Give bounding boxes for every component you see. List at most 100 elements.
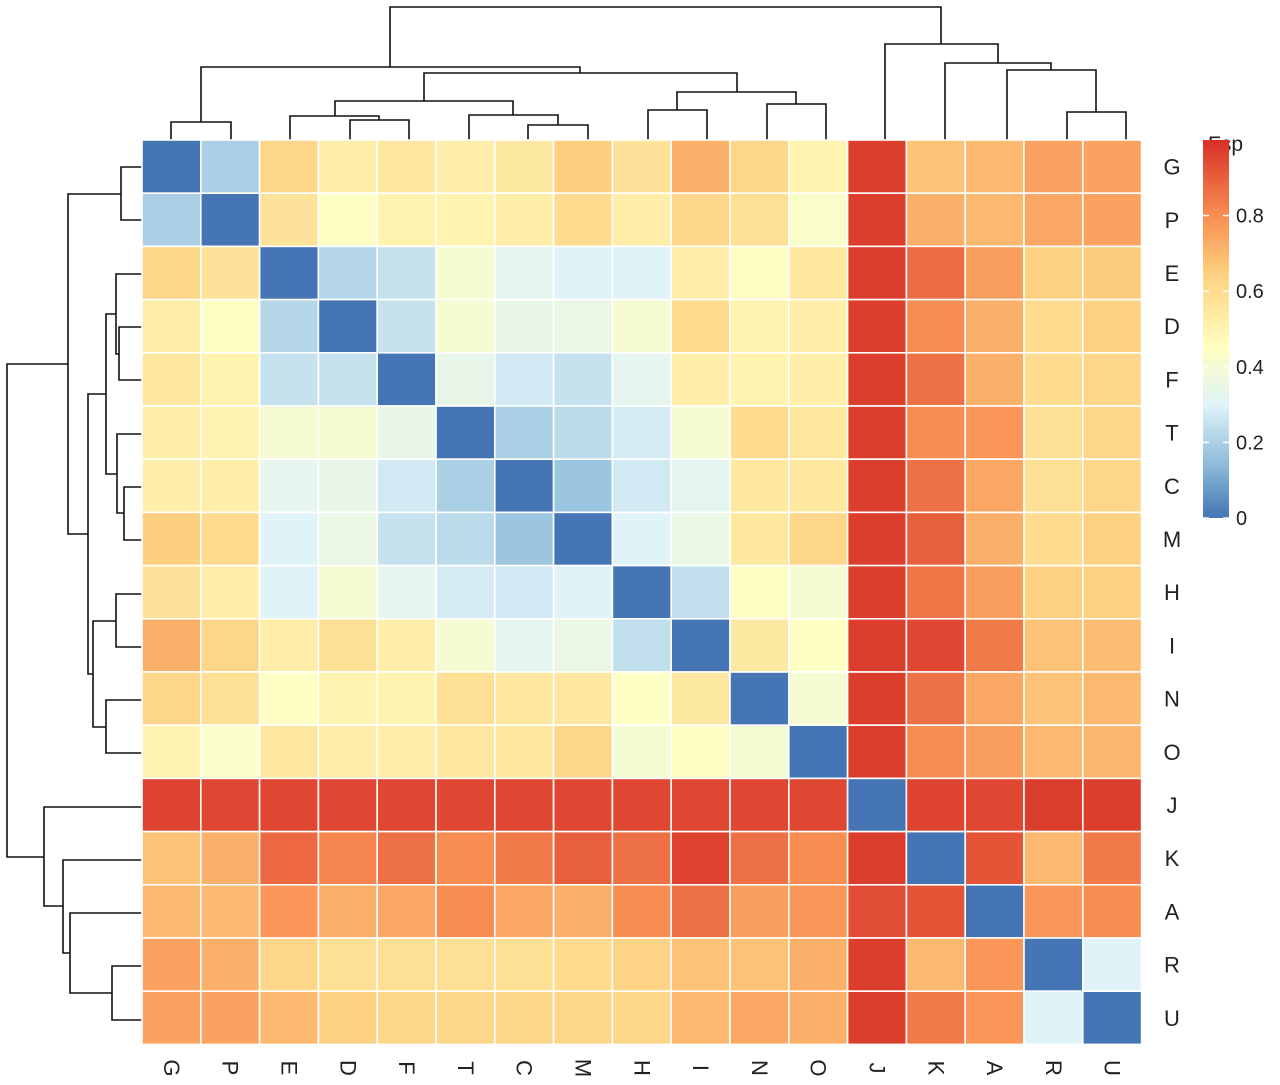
column-dendrogram-branch — [349, 119, 410, 140]
heatmap-cell-P-O — [787, 192, 849, 248]
heatmap-cell-F-C — [493, 351, 555, 407]
heatmap-cell-N-M — [552, 671, 614, 727]
column-dendrogram-branch — [200, 66, 581, 122]
heatmap-cell-G-J — [846, 139, 908, 195]
heatmap-cell-K-T — [435, 830, 496, 886]
heatmap-cell-G-K — [905, 139, 967, 195]
heatmap-cell-C-C — [493, 458, 555, 514]
column-label-G: G — [159, 1059, 184, 1076]
row-label-G: G — [1163, 155, 1180, 180]
column-dendrogram-branch — [884, 43, 999, 140]
heatmap-cell-C-T — [435, 458, 496, 514]
heatmap-cell-R-A — [964, 937, 1025, 993]
row-label-C: C — [1164, 474, 1180, 499]
heatmap-cell-U-F — [376, 990, 437, 1046]
heatmap-cell-D-O — [787, 298, 849, 354]
column-dendrogram-branch — [1006, 69, 1097, 140]
column-label-I: I — [688, 1065, 713, 1071]
heatmap-cell-C-H — [611, 458, 673, 514]
row-dendrogram-branch — [115, 273, 142, 355]
column-label-H: H — [629, 1060, 654, 1076]
heatmap-cell-P-C — [493, 192, 555, 248]
heatmap-cell-K-J — [846, 830, 908, 886]
heatmap-cell-K-G — [141, 830, 202, 886]
heatmap-cell-J-R — [1023, 777, 1084, 833]
heatmap-cell-O-U — [1082, 724, 1143, 780]
heatmap-cell-G-G — [141, 139, 202, 195]
heatmap-cell-U-O — [787, 990, 849, 1046]
heatmap-cell-R-D — [317, 937, 378, 993]
heatmap-cell-E-K — [905, 245, 967, 301]
heatmap-cell-R-E — [258, 937, 320, 993]
heatmap-cell-E-R — [1023, 245, 1084, 301]
heatmap-cell-G-N — [729, 139, 790, 195]
heatmap-cell-K-P — [200, 830, 261, 886]
heatmap-cell-U-H — [611, 990, 673, 1046]
heatmap-cell-P-A — [964, 192, 1025, 248]
legend-tick-label: 0.2 — [1236, 432, 1264, 454]
heatmap-cell-T-U — [1082, 405, 1143, 461]
heatmap-cell-O-D — [317, 724, 378, 780]
heatmap-cell-C-O — [787, 458, 849, 514]
heatmap-cell-D-N — [729, 298, 790, 354]
column-label-C: C — [512, 1060, 537, 1076]
column-label-N: N — [747, 1060, 772, 1076]
heatmap-cell-J-O — [787, 777, 849, 833]
heatmap-cell-U-C — [493, 990, 555, 1046]
heatmap-cell-H-R — [1023, 564, 1084, 620]
column-dendrogram-branch — [944, 62, 1052, 140]
heatmap-cell-H-D — [317, 564, 378, 620]
heatmap-cell-C-R — [1023, 458, 1084, 514]
heatmap-cell-M-C — [493, 511, 555, 567]
heatmap-cell-N-E — [258, 671, 320, 727]
heatmap-cell-O-C — [493, 724, 555, 780]
heatmap-cell-U-D — [317, 990, 378, 1046]
row-dendrogram-branch — [87, 393, 106, 675]
column-dendrogram-branch — [334, 100, 514, 116]
heatmap-cell-I-C — [493, 617, 555, 673]
heatmap-cell-T-G — [141, 405, 202, 461]
heatmap-cell-I-E — [258, 617, 320, 673]
heatmap-cell-N-D — [317, 671, 378, 727]
heatmap-cell-R-N — [729, 937, 790, 993]
heatmap-cell-O-T — [435, 724, 496, 780]
heatmap-cell-H-G — [141, 564, 202, 620]
heatmap-cell-G-P — [200, 139, 261, 195]
heatmap-cell-I-I — [670, 617, 731, 673]
heatmap-cell-O-J — [846, 724, 908, 780]
heatmap-cell-A-F — [376, 883, 437, 939]
heatmap-cell-T-K — [905, 405, 967, 461]
heatmap-cells — [141, 139, 1143, 1046]
heatmap-cell-P-T — [435, 192, 496, 248]
heatmap-cell-C-A — [964, 458, 1025, 514]
heatmap-cell-J-M — [552, 777, 614, 833]
heatmap-cell-D-K — [905, 298, 967, 354]
heatmap-cell-U-T — [435, 990, 496, 1046]
heatmap-cell-U-I — [670, 990, 731, 1046]
heatmap-cell-R-G — [141, 937, 202, 993]
heatmap-cell-C-I — [670, 458, 731, 514]
heatmap-cell-T-J — [846, 405, 908, 461]
heatmap-cell-E-O — [787, 245, 849, 301]
heatmap-cell-A-K — [905, 883, 967, 939]
heatmap-cell-F-J — [846, 351, 908, 407]
row-label-D: D — [1164, 314, 1180, 339]
heatmap-cell-D-F — [376, 298, 437, 354]
heatmap-cell-K-I — [670, 830, 731, 886]
heatmap-cell-H-F — [376, 564, 437, 620]
heatmap-cell-K-E — [258, 830, 320, 886]
heatmap-cell-D-R — [1023, 298, 1084, 354]
heatmap-cell-O-A — [964, 724, 1025, 780]
heatmap-cell-T-C — [493, 405, 555, 461]
heatmap-cell-T-R — [1023, 405, 1084, 461]
heatmap-cell-J-C — [493, 777, 555, 833]
heatmap-cell-J-F — [376, 777, 437, 833]
row-label-K: K — [1165, 846, 1180, 871]
heatmap-cell-I-T — [435, 617, 496, 673]
heatmap-cell-F-I — [670, 351, 731, 407]
heatmap-cell-F-K — [905, 351, 967, 407]
heatmap-cell-E-N — [729, 245, 790, 301]
heatmap-cell-H-N — [729, 564, 790, 620]
heatmap-cell-H-E — [258, 564, 320, 620]
